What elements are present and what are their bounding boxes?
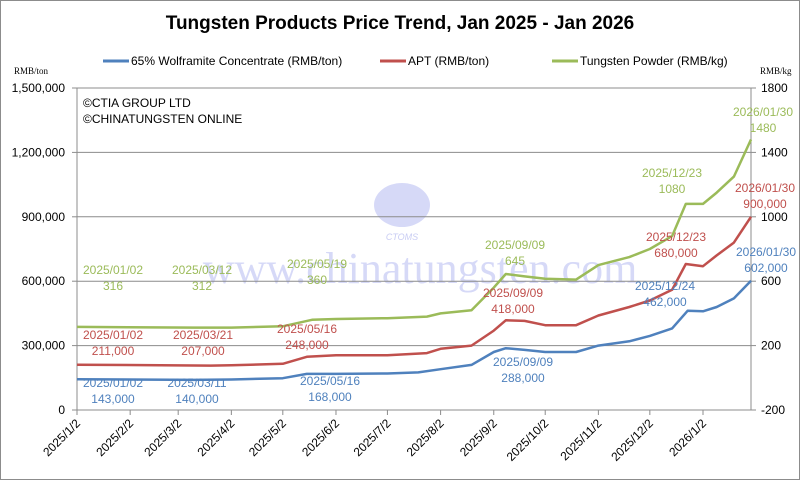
annotation-date-apt: 2026/01/30 — [735, 181, 795, 195]
series-line-apt — [76, 216, 753, 367]
annotation-date-wolframite: 2025/09/09 — [493, 355, 553, 369]
x-tick-label: 2025/4/2 — [195, 416, 238, 459]
annotation-date-wolframite: 2025/05/16 — [300, 374, 360, 388]
annotation-value-wolframite: 168,000 — [308, 390, 352, 404]
x-tick-label: 2025/10/2 — [504, 416, 552, 464]
annotation-value-wolframite: 602,000 — [744, 261, 788, 275]
annotation-date-tungsten-powder: 2025/03/12 — [172, 263, 232, 277]
annotation-date-apt: 2025/01/02 — [83, 328, 143, 342]
x-tick-label: 2025/7/2 — [351, 416, 394, 459]
watermark-logo-icon — [374, 183, 430, 227]
x-tick-label: 2025/12/2 — [608, 416, 656, 464]
watermark: CTOMS www.chinatungsten.com — [203, 183, 638, 293]
chart-title: Tungsten Products Price Trend, Jan 2025 … — [166, 13, 635, 34]
watermark-url: www.chinatungsten.com — [203, 244, 638, 293]
right-tick-label: 1400 — [761, 145, 788, 159]
annotation-value-tungsten-powder: 360 — [307, 273, 327, 287]
legend-label-wolframite: 65% Wolframite Concentrate (RMB/ton) — [131, 54, 342, 68]
annotation-date-wolframite: 2025/03/11 — [167, 376, 226, 390]
x-tick-label: 2026/1/2 — [666, 416, 709, 459]
annotation-value-tungsten-powder: 1080 — [659, 182, 686, 196]
series-line-tungsten-powder — [76, 138, 753, 329]
annotation-date-tungsten-powder: 2025/09/09 — [485, 238, 545, 252]
annotation-value-tungsten-powder: 312 — [192, 279, 212, 293]
annotation-value-apt: 900,000 — [743, 197, 787, 211]
copyright-line-2: ©CHINATUNGSTEN ONLINE — [83, 112, 242, 126]
x-tick-label: 2025/9/2 — [457, 416, 500, 459]
right-tick-label: 200 — [761, 339, 781, 353]
annotation-date-tungsten-powder: 2026/01/30 — [733, 105, 793, 119]
right-tick-label: 1000 — [761, 210, 788, 224]
annotation-value-apt: 248,000 — [285, 338, 329, 352]
watermark-logo-text: CTOMS — [386, 232, 418, 242]
annotation-value-apt: 211,000 — [92, 344, 135, 358]
annotation-date-apt: 2025/03/21 — [173, 328, 233, 342]
x-tick-label: 2025/5/2 — [246, 416, 289, 459]
left-tick-label: 1,500,000 — [12, 81, 66, 95]
annotation-value-apt: 680,000 — [654, 246, 698, 260]
annotation-date-apt: 2025/12/23 — [646, 230, 706, 244]
annotation-date-apt: 2025/05/16 — [277, 322, 337, 336]
right-tick-label: 1800 — [761, 81, 788, 95]
right-axis-unit: RMB/kg — [760, 66, 792, 76]
x-tick-label: 2025/8/2 — [404, 416, 447, 459]
x-tick-label: 2025/6/2 — [299, 416, 342, 459]
annotation-value-apt: 418,000 — [491, 302, 535, 316]
left-tick-label: 300,000 — [22, 339, 66, 353]
left-tick-label: 0 — [58, 403, 65, 417]
annotation-date-apt: 2025/09/09 — [483, 286, 543, 300]
annotation-date-wolframite: 2025/01/02 — [83, 376, 143, 390]
x-tick-label: 2025/1/2 — [40, 416, 83, 459]
x-tick-label: 2025/11/2 — [557, 416, 604, 463]
annotation-date-tungsten-powder: 2025/01/02 — [83, 263, 143, 277]
annotation-value-tungsten-powder: 1480 — [750, 121, 777, 135]
annotation-value-wolframite: 140,000 — [175, 392, 219, 406]
annotation-value-apt: 207,000 — [181, 344, 225, 358]
annotation-date-wolframite: 2026/01/30 — [736, 245, 796, 259]
annotation-value-wolframite: 288,000 — [501, 371, 545, 385]
series-line-wolframite — [76, 279, 752, 382]
right-tick-label: -200 — [761, 403, 785, 417]
legend-label-apt: APT (RMB/ton) — [408, 54, 489, 68]
x-tick-label: 2025/3/2 — [141, 416, 184, 459]
legend: 65% Wolframite Concentrate (RMB/ton) APT … — [103, 54, 728, 68]
annotation-date-tungsten-powder: 2025/12/23 — [642, 166, 702, 180]
annotation-value-wolframite: 462,000 — [643, 295, 687, 309]
legend-label-tungsten-powder: Tungsten Powder (RMB/kg) — [580, 54, 728, 68]
right-tick-label: 600 — [761, 274, 781, 288]
left-tick-label: 600,000 — [22, 274, 66, 288]
annotation-date-wolframite: 2025/12/24 — [635, 279, 695, 293]
left-tick-label: 1,200,000 — [12, 145, 66, 159]
copyright-line-1: ©CTIA GROUP LTD — [83, 96, 191, 110]
left-axis-unit: RMB/ton — [14, 66, 49, 76]
annotation-date-tungsten-powder: 2025/05/19 — [287, 257, 347, 271]
annotation-value-tungsten-powder: 645 — [505, 254, 525, 268]
annotation-value-wolframite: 143,000 — [91, 392, 135, 406]
left-tick-label: 900,000 — [22, 210, 66, 224]
annotation-value-tungsten-powder: 316 — [103, 279, 123, 293]
x-tick-label: 2025/2/2 — [93, 416, 136, 459]
